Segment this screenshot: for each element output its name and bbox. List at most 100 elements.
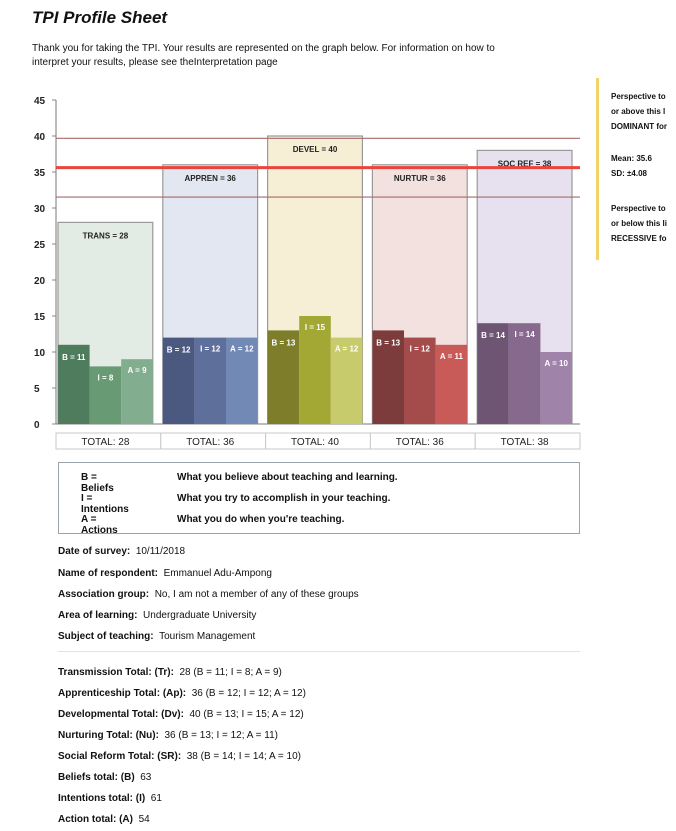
total-bar-label: TRANS = 28 xyxy=(83,231,129,240)
component-bar-label: I = 8 xyxy=(98,373,114,382)
info-label: Date of survey: xyxy=(58,546,131,557)
intro-text: Thank you for taking the TPI. Your resul… xyxy=(32,42,592,70)
sidebar-mean: Mean: 35.6 xyxy=(611,154,652,163)
info-label: Area of learning: xyxy=(58,610,138,621)
total-bar-label: SOC REF = 38 xyxy=(498,159,552,168)
legend-key: B = Beliefs xyxy=(81,472,114,494)
total-cell-label: TOTAL: 36 xyxy=(186,437,234,448)
info-association: Association group: No, I am not a member… xyxy=(58,589,359,600)
page-title: TPI Profile Sheet xyxy=(32,8,168,27)
info-label: Subject of teaching: xyxy=(58,631,154,642)
intro-line-2-prefix: interpret your results, please see the xyxy=(32,57,194,68)
component-bar xyxy=(194,337,226,424)
y-tick-label: 25 xyxy=(34,240,46,251)
sidebar-top-line-2: or above this l xyxy=(611,107,666,116)
component-bar xyxy=(404,337,436,424)
total-cell-label: TOTAL: 38 xyxy=(501,437,549,448)
component-bar xyxy=(330,337,363,424)
info-subject: Subject of teaching: Tourism Management xyxy=(58,631,255,642)
y-tick-label: 10 xyxy=(34,348,46,359)
intro-line-2: interpret your results, please see theIn… xyxy=(32,56,592,70)
component-bar-label: A = 10 xyxy=(544,359,568,368)
info-value: 10/11/2018 xyxy=(135,546,186,557)
total-beliefs: Beliefs total: (B) 63 xyxy=(58,772,151,783)
total-value: 38 (B = 14; I = 14; A = 10) xyxy=(186,751,301,762)
info-value: Emmanuel Adu-Ampong xyxy=(163,568,272,579)
component-bar-label: I = 15 xyxy=(305,323,326,332)
total-label: Beliefs total: (B) xyxy=(58,772,135,783)
component-bar-label: B = 13 xyxy=(272,338,296,347)
total-value: 36 (B = 13; I = 12; A = 11) xyxy=(164,730,278,741)
component-bar xyxy=(477,323,509,424)
interpretation-sidebar: Perspective to or above this l DOMINANT … xyxy=(596,78,676,260)
component-bar-label: I = 14 xyxy=(514,330,535,339)
sidebar-top-line-3: DOMINANT for xyxy=(611,122,667,131)
component-bar xyxy=(540,352,572,424)
info-area: Area of learning: Undergraduate Universi… xyxy=(58,610,256,621)
component-bar xyxy=(58,344,90,424)
interpretation-link[interactable]: Interpretation page xyxy=(193,57,278,68)
total-cell xyxy=(474,432,581,450)
sidebar-bottom-line-2: or below this li xyxy=(611,219,668,228)
total-apprenticeship: Apprenticeship Total: (Ap): 36 (B = 12; … xyxy=(58,688,306,699)
component-bar xyxy=(226,337,258,424)
total-label: Transmission Total: (Tr): xyxy=(58,667,174,678)
total-actions: Action total: (A) 54 xyxy=(58,814,150,825)
sidebar-sd: SD: ±4.08 xyxy=(611,169,647,178)
sidebar-bottom-line-1: Perspective to xyxy=(611,204,666,213)
total-transmission: Transmission Total: (Tr): 28 (B = 11; I … xyxy=(58,667,282,678)
total-label: Nurturing Total: (Nu): xyxy=(58,730,159,741)
component-bar xyxy=(372,330,404,424)
component-bar xyxy=(299,316,331,424)
sidebar-bottom-line-3: RECESSIVE fo xyxy=(611,234,667,243)
component-bar-label: A = 11 xyxy=(440,352,464,361)
component-bar-label: I = 12 xyxy=(410,345,431,354)
info-label: Association group: xyxy=(58,589,150,600)
info-value: No, I am not a member of any of these gr… xyxy=(154,589,359,600)
info-respondent: Name of respondent: Emmanuel Adu-Ampong xyxy=(58,568,272,579)
component-bar-label: B = 14 xyxy=(481,331,505,340)
total-label: Action total: (A) xyxy=(58,814,133,825)
total-value: 28 (B = 11; I = 8; A = 9) xyxy=(179,667,282,678)
sidebar-top-line-1: Perspective to xyxy=(611,92,666,101)
total-label: Social Reform Total: (SR): xyxy=(58,751,182,762)
total-bar-label: NURTUR = 36 xyxy=(394,174,446,183)
total-developmental: Developmental Total: (Dv): 40 (B = 13; I… xyxy=(58,709,304,720)
y-tick-label: 5 xyxy=(34,384,40,395)
component-bar-label: B = 12 xyxy=(167,346,191,355)
component-bar-label: B = 13 xyxy=(376,338,400,347)
total-nurturing: Nurturing Total: (Nu): 36 (B = 13; I = 1… xyxy=(58,730,278,741)
total-cell-label: TOTAL: 36 xyxy=(396,437,444,448)
component-bar-label: A = 12 xyxy=(335,345,359,354)
info-value: Tourism Management xyxy=(159,631,256,642)
total-bar-label: APPREN = 36 xyxy=(185,174,237,183)
intro-line-1: Thank you for taking the TPI. Your resul… xyxy=(32,43,495,54)
info-date: Date of survey: 10/11/2018 xyxy=(58,546,185,557)
y-tick-label: 30 xyxy=(34,204,46,215)
total-value: 54 xyxy=(138,814,150,825)
total-bar-label: DEVEL = 40 xyxy=(293,145,338,154)
section-divider xyxy=(58,651,580,652)
component-bar xyxy=(508,323,541,424)
component-bar-label: B = 11 xyxy=(62,353,86,362)
y-tick-label: 15 xyxy=(34,312,46,323)
component-bar-label: I = 12 xyxy=(200,345,221,354)
tpi-chart: 0 5 10 15 20 25 30 35 40 45 TRANS = 28 B = 11 I = 8 A… xyxy=(34,96,581,450)
total-cell-label: TOTAL: 28 xyxy=(81,437,129,448)
total-value: 36 (B = 12; I = 12; A = 12) xyxy=(191,688,306,699)
total-cell-label: TOTAL: 40 xyxy=(291,437,339,448)
legend-key: A = Actions xyxy=(81,514,118,536)
component-bar xyxy=(435,344,468,424)
component-bar xyxy=(267,330,300,424)
legend-desc: What you believe about teaching and lear… xyxy=(177,472,398,483)
legend-desc: What you do when you're teaching. xyxy=(177,514,345,525)
y-tick-label: 20 xyxy=(34,276,46,287)
component-bar xyxy=(89,366,122,424)
legend-box: B = Beliefs What you believe about teach… xyxy=(58,462,580,536)
info-label: Name of respondent: xyxy=(58,568,159,579)
y-tick-label: 35 xyxy=(34,168,46,179)
total-intentions: Intentions total: (I) 61 xyxy=(58,793,162,804)
component-bar xyxy=(162,337,195,424)
total-label: Apprenticeship Total: (Ap): xyxy=(58,688,187,699)
legend-desc: What you try to accomplish in your teach… xyxy=(177,493,391,504)
